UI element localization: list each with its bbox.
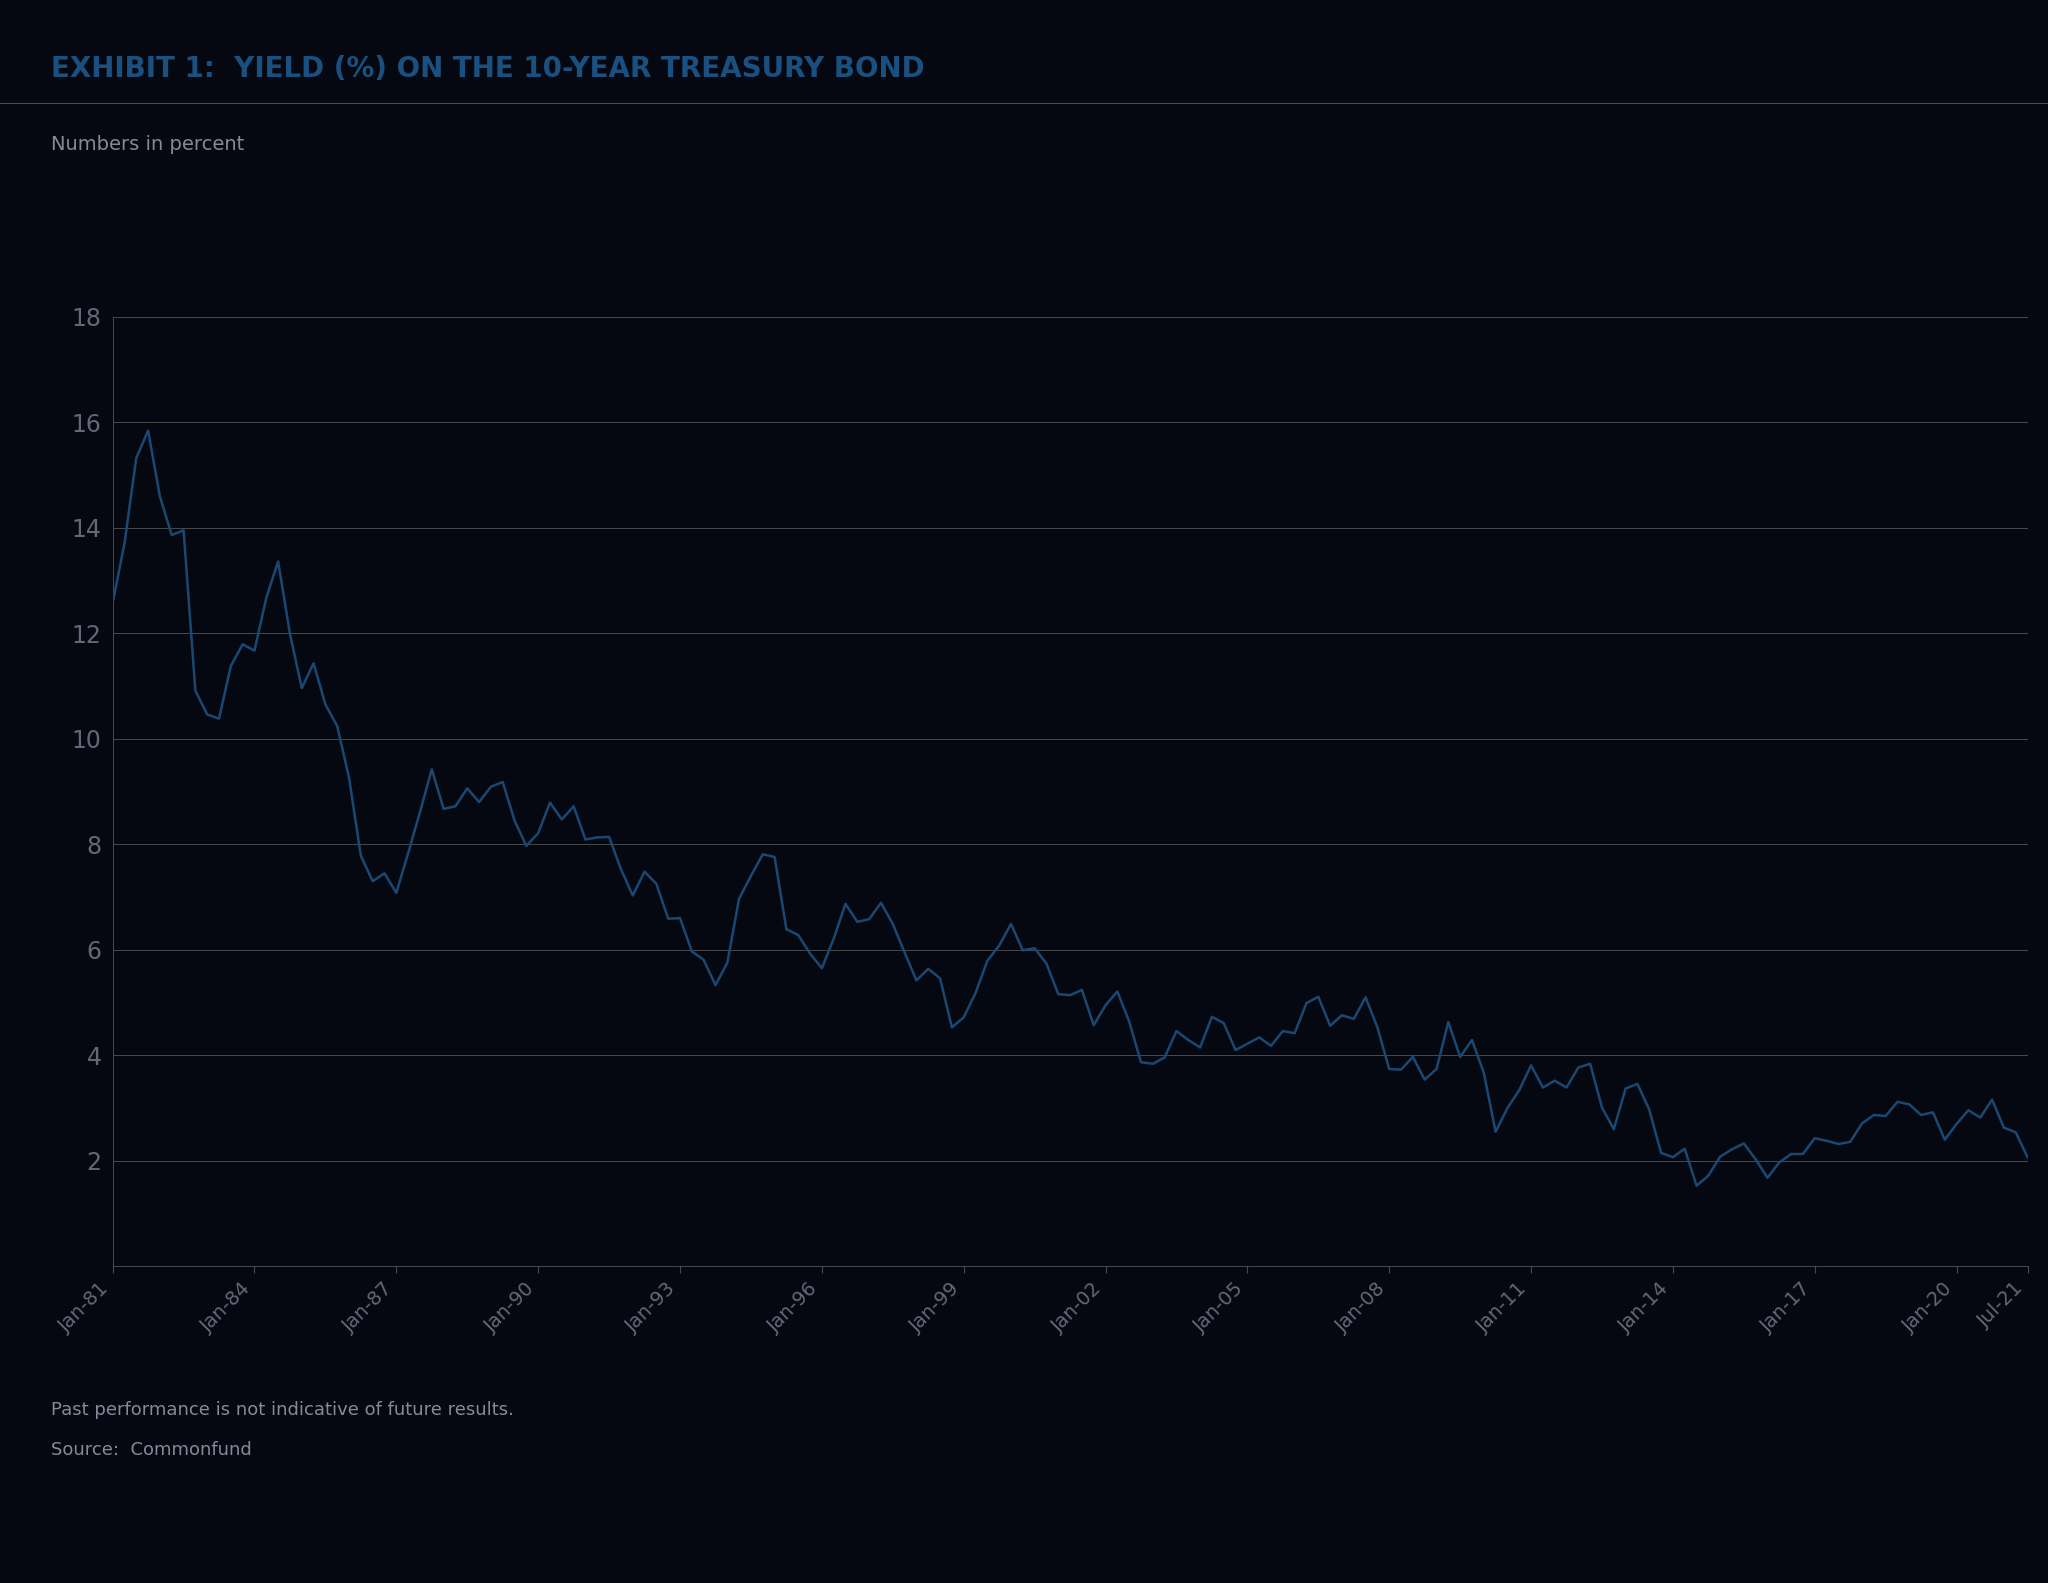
Text: Past performance is not indicative of future results.: Past performance is not indicative of fu… — [51, 1401, 514, 1418]
Text: Numbers in percent: Numbers in percent — [51, 135, 244, 154]
Text: EXHIBIT 1:  YIELD (%) ON THE 10-YEAR TREASURY BOND: EXHIBIT 1: YIELD (%) ON THE 10-YEAR TREA… — [51, 55, 926, 84]
Text: Source:  Commonfund: Source: Commonfund — [51, 1441, 252, 1458]
